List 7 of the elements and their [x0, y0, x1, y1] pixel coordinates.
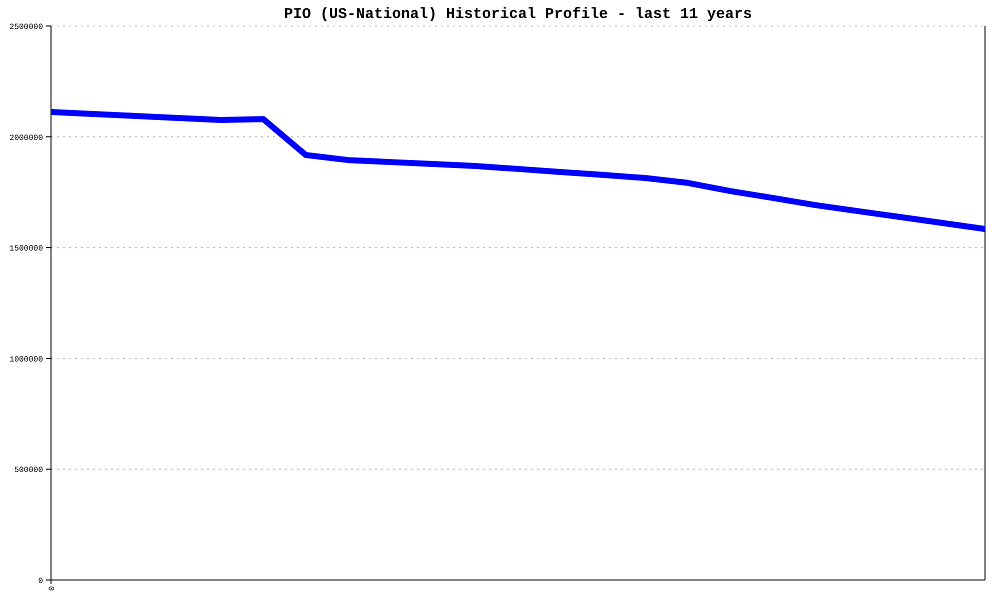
category-label: 0 [48, 586, 57, 591]
y-tick-label: 2000000 [9, 134, 44, 143]
y-tick-label: 500000 [14, 466, 44, 476]
y-tick-label: 1000000 [9, 355, 44, 364]
chart-title: PIO (US-National) Historical Profile - last 11 years [284, 6, 752, 23]
y-tick-label: 2500000 [9, 23, 44, 32]
y-tick-label: 1500000 [9, 244, 44, 254]
